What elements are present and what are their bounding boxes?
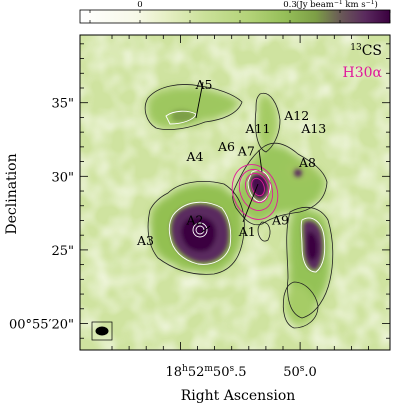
x-axis-ticks: 18h52m50s.5 50s.0 xyxy=(111,35,369,380)
x-tick-label: 50s.0 xyxy=(283,364,317,380)
source-pointers xyxy=(195,81,263,233)
colorbar-gradient xyxy=(79,9,391,24)
x-tick-label: 18h52m50s.5 xyxy=(165,364,246,380)
legend-entry: H30α xyxy=(343,65,383,81)
source-label-a8: A8 xyxy=(298,155,316,170)
colorbar-minor-ticks xyxy=(89,10,391,23)
y-tick-label: 30" xyxy=(51,170,74,185)
source-label-a5: A5 xyxy=(195,77,213,92)
legend: 13CS H30α xyxy=(343,43,383,81)
source-label-a6: A6 xyxy=(217,139,235,154)
colorbar-unit: (Jy beam−1 km s−1) xyxy=(296,0,378,10)
x-axis-label: Right Ascension xyxy=(181,388,296,404)
source-label-a2: A2 xyxy=(186,212,204,227)
y-tick-label: 00°55′20" xyxy=(9,318,74,333)
h30a-contours xyxy=(231,164,279,220)
source-label-a13: A13 xyxy=(300,121,326,136)
y-axis-label: Declination xyxy=(4,153,20,234)
source-label-a12: A12 xyxy=(283,108,309,123)
source-label-a9: A9 xyxy=(271,212,289,227)
cs-contours xyxy=(144,84,334,329)
core-a8 xyxy=(294,169,302,177)
core-a9-peak xyxy=(306,231,318,261)
beam-box xyxy=(91,321,113,341)
emission-a5 xyxy=(147,86,240,128)
plot-frame xyxy=(79,34,391,351)
colorbar: 0 0.3 (Jy beam−1 km s−1) xyxy=(79,0,391,24)
colorbar-tick-label: 0.3 xyxy=(283,0,297,10)
y-tick-label: 35" xyxy=(51,97,74,112)
y-tick-label: 25" xyxy=(51,244,74,259)
beam-ellipse xyxy=(95,326,109,336)
source-label-a3: A3 xyxy=(136,233,154,248)
source-label-a11: A11 xyxy=(245,121,271,136)
emission-ridge xyxy=(257,95,278,150)
source-label-a7: A7 xyxy=(237,143,255,158)
intensity-map xyxy=(80,35,390,350)
colorbar-tick-label: 0 xyxy=(137,0,142,10)
source-label-a4: A4 xyxy=(186,149,204,164)
source-label-a1: A1 xyxy=(238,224,256,239)
legend-entry: 13CS xyxy=(350,43,382,59)
colorbar-labels: 0 0.3 xyxy=(137,0,296,10)
y-axis-ticks: 35" 30" 25" 00°55′20" xyxy=(9,43,390,339)
core-a5 xyxy=(172,109,196,123)
